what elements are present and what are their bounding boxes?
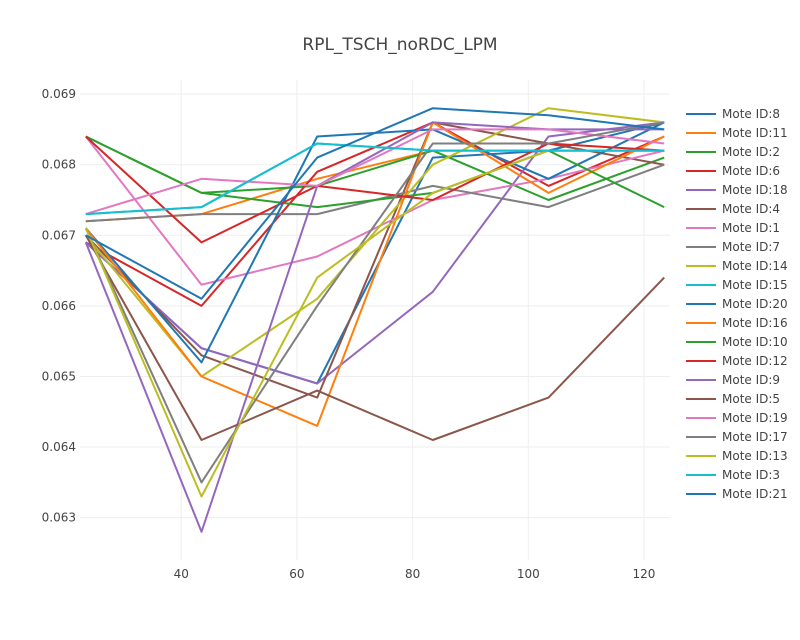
- series-line-mote-12[interactable]: [85, 135, 665, 244]
- series-line-mote-16[interactable]: [85, 121, 665, 427]
- x-tick-label: 80: [405, 567, 420, 581]
- series-line-mote-10[interactable]: [85, 135, 665, 209]
- series-line-mote-21[interactable]: [85, 107, 665, 300]
- series-line-mote-8[interactable]: [85, 121, 665, 385]
- series-line-mote-11[interactable]: [85, 149, 665, 223]
- legend-item[interactable]: Mote ID:1: [686, 221, 780, 235]
- x-tick-label: 120: [633, 567, 656, 581]
- legend-item[interactable]: Mote ID:20: [686, 297, 788, 311]
- legend-item[interactable]: Mote ID:10: [686, 335, 788, 349]
- x-tick-label: 40: [174, 567, 189, 581]
- legend-label: Mote ID:10: [722, 335, 788, 349]
- series-line-mote-17[interactable]: [84, 121, 665, 484]
- x-tick-label: 100: [517, 567, 540, 581]
- legend-label: Mote ID:8: [722, 107, 780, 121]
- series-line-mote-3[interactable]: [85, 142, 665, 216]
- legend-item[interactable]: Mote ID:18: [686, 183, 788, 197]
- legend-label: Mote ID:21: [722, 487, 788, 501]
- legend-label: Mote ID:20: [722, 297, 788, 311]
- legend-item[interactable]: Mote ID:17: [686, 430, 788, 444]
- series-line-mote-19[interactable]: [85, 128, 665, 216]
- series-line-mote-9[interactable]: [84, 121, 665, 533]
- series-line-mote-1[interactable]: [85, 135, 665, 286]
- legend-label: Mote ID:19: [722, 411, 788, 425]
- legend-label: Mote ID:1: [722, 221, 780, 235]
- legend-label: Mote ID:2: [722, 145, 780, 159]
- legend-item[interactable]: Mote ID:4: [686, 202, 780, 216]
- legend-label: Mote ID:16: [722, 316, 788, 330]
- legend-label: Mote ID:18: [722, 183, 788, 197]
- legend-item[interactable]: Mote ID:2: [686, 145, 780, 159]
- y-tick-label: 0.067: [42, 228, 76, 242]
- legend-item[interactable]: Mote ID:13: [686, 449, 788, 463]
- legend-item[interactable]: Mote ID:9: [686, 373, 780, 387]
- y-tick-label: 0.068: [42, 158, 76, 172]
- legend-label: Mote ID:11: [722, 126, 788, 140]
- legend-label: Mote ID:6: [722, 164, 780, 178]
- legend-label: Mote ID:14: [722, 259, 788, 273]
- chart-title: RPL_TSCH_noRDC_LPM: [302, 35, 497, 55]
- legend-item[interactable]: Mote ID:11: [686, 126, 788, 140]
- legend-item[interactable]: Mote ID:16: [686, 316, 788, 330]
- legend-item[interactable]: Mote ID:15: [686, 278, 788, 292]
- legend-item[interactable]: Mote ID:19: [686, 411, 788, 425]
- legend-item[interactable]: Mote ID:8: [686, 107, 780, 121]
- legend-item[interactable]: Mote ID:12: [686, 354, 788, 368]
- x-tick-label: 60: [289, 567, 304, 581]
- legend-label: Mote ID:3: [722, 468, 780, 482]
- y-tick-label: 0.063: [42, 511, 76, 525]
- y-tick-label: 0.065: [42, 369, 76, 383]
- legend-label: Mote ID:9: [722, 373, 780, 387]
- series-line-mote-18[interactable]: [85, 121, 665, 385]
- legend-item[interactable]: Mote ID:6: [686, 164, 780, 178]
- legend-item[interactable]: Mote ID:5: [686, 392, 780, 406]
- legend-item[interactable]: Mote ID:21: [686, 487, 788, 501]
- y-tick-label: 0.069: [42, 87, 76, 101]
- series-line-mote-13[interactable]: [84, 149, 665, 498]
- y-axis: 0.063 0.064 0.065 0.066 0.067 0.068 0.069: [42, 87, 76, 525]
- series-line-mote-5[interactable]: [84, 234, 665, 441]
- legend-label: Mote ID:15: [722, 278, 788, 292]
- legend-label: Mote ID:4: [722, 202, 780, 216]
- legend-label: Mote ID:5: [722, 392, 780, 406]
- series-line-mote-4[interactable]: [85, 121, 665, 399]
- legend-item[interactable]: Mote ID:7: [686, 240, 780, 254]
- legend-label: Mote ID:17: [722, 430, 788, 444]
- legend-label: Mote ID:7: [722, 240, 780, 254]
- legend-item[interactable]: Mote ID:14: [686, 259, 788, 273]
- y-tick-label: 0.066: [42, 299, 76, 313]
- series-lines: [84, 107, 665, 533]
- legend[interactable]: Mote ID:8 Mote ID:11 Mote ID:2 Mote ID:6 Mot…: [686, 107, 788, 501]
- x-axis: 40 60 80 100 120: [174, 567, 656, 581]
- legend-label: Mote ID:13: [722, 449, 788, 463]
- y-tick-label: 0.064: [42, 440, 76, 454]
- grid: [80, 80, 670, 560]
- legend-item[interactable]: Mote ID:3: [686, 468, 780, 482]
- legend-label: Mote ID:12: [722, 354, 788, 368]
